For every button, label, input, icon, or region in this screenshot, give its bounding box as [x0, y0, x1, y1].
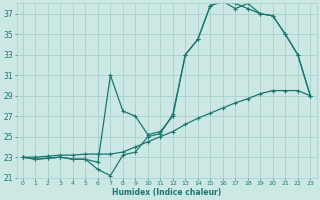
X-axis label: Humidex (Indice chaleur): Humidex (Indice chaleur) [112, 188, 221, 197]
